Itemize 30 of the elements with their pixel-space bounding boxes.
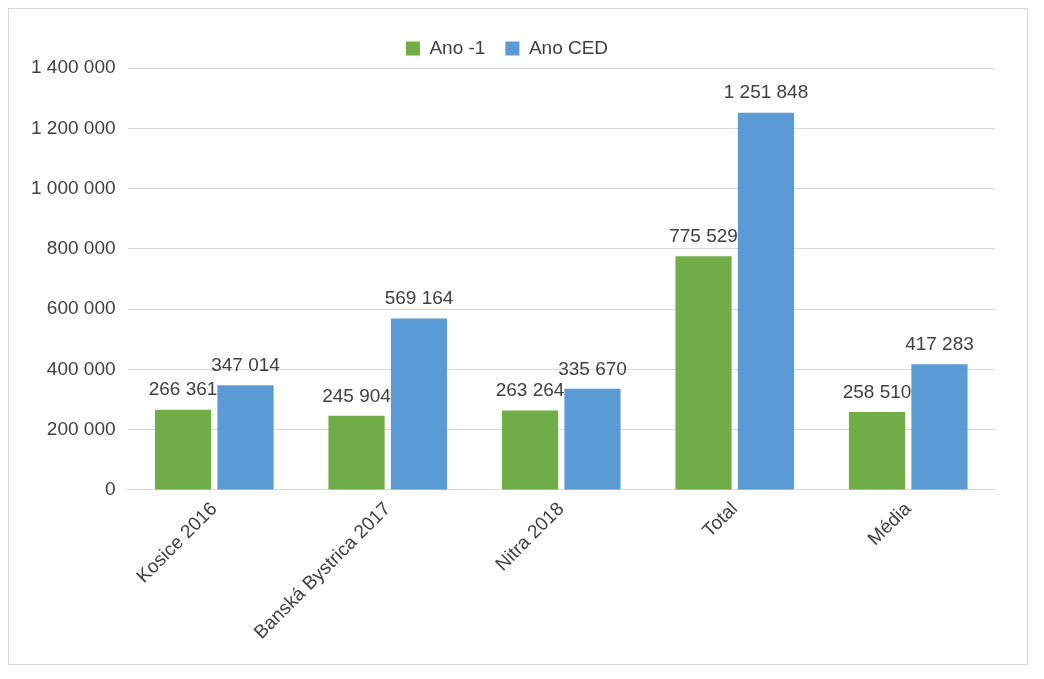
y-tick-label: 1 000 000: [30, 176, 116, 198]
data-label: 569 164: [384, 287, 454, 309]
y-tick-label: 200 000: [46, 417, 116, 439]
y-tick-label: 0: [104, 478, 116, 500]
y-tick-label: 400 000: [46, 357, 116, 379]
data-label: 245 904: [322, 384, 392, 406]
data-label: 417 283: [905, 332, 974, 354]
data-label: 775 529: [669, 224, 738, 246]
legend-label: Ano CED: [528, 36, 609, 58]
data-label: 347 014: [211, 354, 281, 376]
data-label: 263 264: [495, 379, 565, 401]
data-label: 1 251 848: [723, 81, 809, 103]
data-label: 258 510: [842, 380, 912, 402]
bar: [848, 412, 906, 490]
bar: [737, 112, 795, 490]
y-tick-label: 600 000: [46, 297, 116, 319]
legend-label: Ano -1: [429, 36, 486, 58]
bar: [154, 409, 212, 490]
y-tick-label: 800 000: [46, 237, 116, 259]
y-tick-label: 1 200 000: [30, 116, 116, 138]
bar: [328, 415, 385, 490]
bar: [390, 318, 448, 490]
bar: [564, 388, 621, 490]
data-label: 335 670: [558, 357, 627, 379]
bar: [675, 256, 732, 490]
bar: [501, 410, 559, 490]
y-tick-label: 1 400 000: [30, 56, 116, 78]
bar: [911, 364, 968, 490]
data-label: 266 361: [148, 378, 218, 400]
bar: [217, 385, 274, 490]
